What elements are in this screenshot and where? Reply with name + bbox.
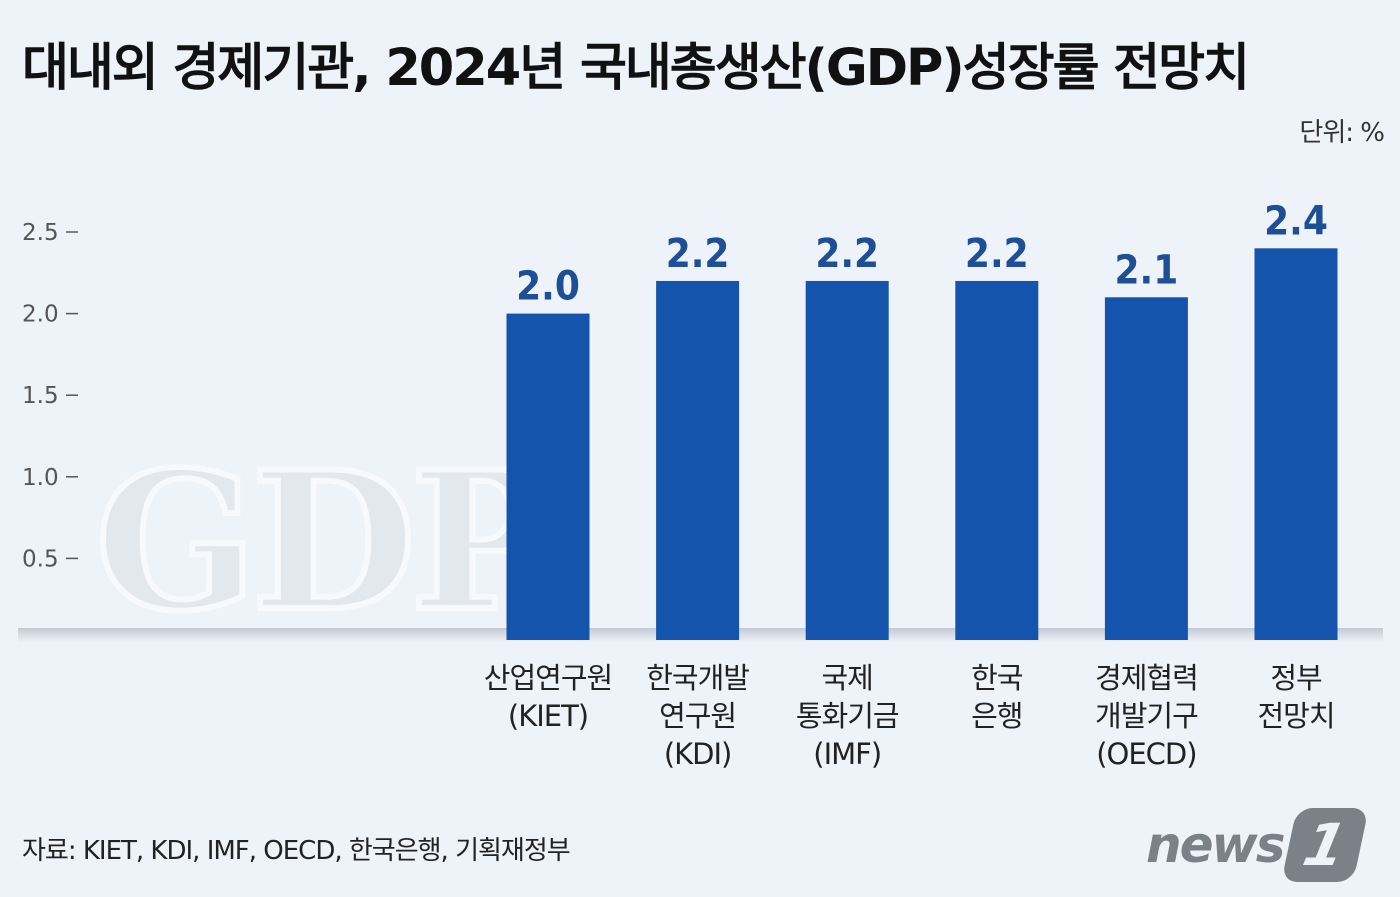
category-label-line: 전망치 [1257,699,1334,733]
category-label-line: 정부 [1270,661,1322,695]
value-label: 2.0 [516,264,580,310]
category-label-line: 개발기구 [1095,699,1198,733]
bar [955,280,1039,640]
y-tick-label: 1.0 [22,465,59,491]
category-label-line: (IMF) [813,737,881,771]
logo-text: news [1146,816,1285,874]
category-label-line: (KDI) [664,737,732,771]
category-label-line: (OECD) [1096,737,1196,771]
category-label-line: 국제 [822,661,873,695]
gdp-watermark: GDP [95,430,549,653]
category-label-line: 연구원 [659,699,736,733]
value-label: 2.2 [666,231,730,277]
logo-mark: 1 [1281,808,1370,882]
unit-label: 단위: % [1299,118,1385,148]
bar [1254,248,1338,640]
y-tick-label: 0.5 [22,546,59,572]
value-label: 2.1 [1115,247,1179,293]
category-label: 한국은행 [971,661,1024,733]
y-tick-label: 1.5 [22,383,59,409]
bar [506,313,590,640]
value-label: 2.4 [1264,198,1328,244]
value-label: 2.2 [965,231,1029,277]
bar [656,280,740,640]
source-note: 자료: KIET, KDI, IMF, OECD, 한국은행, 기획재정부 [22,836,571,866]
category-label-line: 산업연구원 [484,661,612,695]
category-label-line: 한국 [971,661,1023,695]
news1-logo: news 1 [1146,808,1370,882]
category-label-line: 한국개발 [646,661,749,695]
y-tick-label: 2.5 [22,220,59,246]
category-label-line: 통화기금 [796,699,899,733]
bar [805,280,889,640]
chart-title: 대내외 경제기관, 2024년 국내총생산(GDP)성장률 전망치 [22,39,1250,98]
category-label-line: 은행 [971,699,1022,733]
category-label-line: (KIET) [508,699,588,733]
category-label: 산업연구원 (KIET) [484,661,613,733]
y-tick-label: 2.0 [22,302,59,328]
value-label: 2.2 [815,231,879,277]
bar [1104,297,1188,640]
category-label-line: 경제협력 [1095,661,1198,695]
